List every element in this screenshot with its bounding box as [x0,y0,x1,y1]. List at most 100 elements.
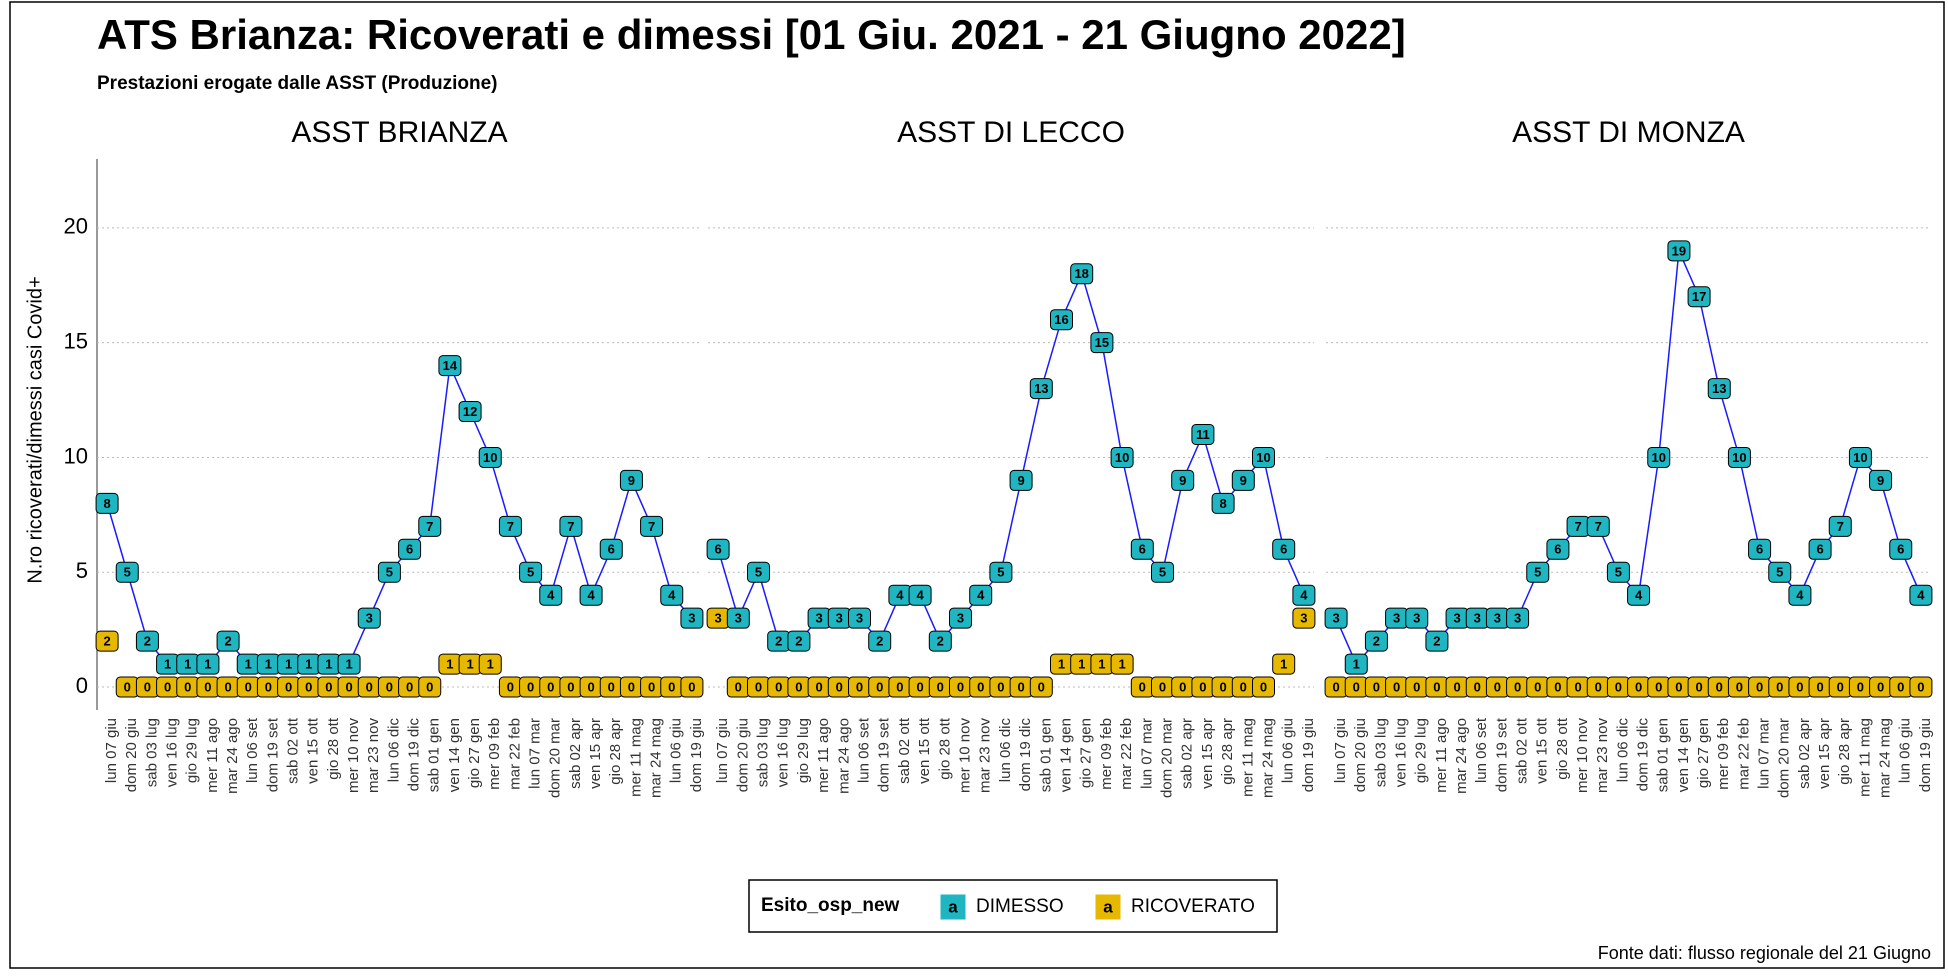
value-label: 5 [1159,565,1166,580]
value-label: 9 [1179,473,1186,488]
legend-key [939,893,967,921]
value-label: 7 [567,519,574,534]
value-label: 0 [937,679,944,694]
value-label: 5 [527,565,534,580]
value-label: 2 [144,634,151,649]
value-label: 0 [1695,679,1702,694]
value-label: 0 [775,679,782,694]
value-label: 0 [345,679,352,694]
caption: Fonte dati: flusso regionale del 21 Giug… [1598,943,1931,963]
value-label: 5 [1776,565,1783,580]
value-box [1009,469,1033,491]
value-label: 3 [856,611,863,626]
value-box [1130,538,1154,560]
value-label: 2 [224,634,231,649]
value-box [1272,538,1296,560]
value-label: 6 [1139,542,1146,557]
value-box [438,355,462,377]
value-label: 0 [567,679,574,694]
x-tick-label: mer 11 mag [1856,718,1873,797]
value-box [1191,424,1215,445]
value-box [1627,584,1651,606]
value-label: 6 [1280,542,1287,557]
x-tick-label: lun 07 giu [103,718,120,783]
value-box [619,469,643,491]
value-box [1090,332,1114,354]
legend-key-text: a [948,897,958,916]
value-label: 6 [1554,542,1561,557]
value-label: 3 [836,611,843,626]
value-label: 1 [487,657,494,672]
x-tick-label: gio 29 lug [1413,718,1430,783]
value-label: 3 [1494,611,1501,626]
value-label: 1 [325,657,332,672]
x-tick-label: lun 06 dic [1614,718,1631,783]
x-tick-label: ven 16 lug [1393,718,1410,787]
value-label: 0 [1837,679,1844,694]
value-label: 0 [1655,679,1662,694]
value-label: 3 [688,611,695,626]
value-box [848,607,871,629]
value-box [1252,446,1275,468]
value-label: 4 [916,588,924,603]
x-tick-label: ven 15 apr [1199,718,1216,789]
value-label: 0 [1260,679,1267,694]
x-tick-label: ven 15 ott [916,717,933,784]
x-tick-label: sab 01 gen [1037,718,1054,792]
x-tick-label: ven 14 gen [446,718,463,792]
x-tick-label: gio 27 gen [1695,718,1712,788]
value-box [579,584,603,606]
value-label: 1 [164,657,171,672]
value-label: 3 [1453,611,1460,626]
value-label: 1 [345,657,352,672]
value-label: 2 [775,634,782,649]
value-label: 0 [587,679,594,694]
x-tick-label: mer 10 nov [956,718,973,794]
value-label: 12 [463,404,477,419]
value-box [949,607,972,629]
value-box [418,676,442,698]
value-label: 4 [668,588,676,603]
value-box [1788,584,1812,606]
value-box [1110,653,1134,675]
series-line [106,362,693,665]
value-box [196,653,220,675]
value-box [1707,378,1731,400]
value-label: 7 [507,519,514,534]
x-tick-label: lun 06 giu [668,718,685,783]
value-label: 0 [1675,679,1682,694]
x-tick-label: mar 23 nov [365,718,382,794]
value-label: 1 [305,657,312,672]
x-tick-label: lun 06 set [1473,717,1490,783]
value-label: 0 [1353,679,1360,694]
value-label: 3 [957,611,964,626]
value-label: 1 [1353,657,1360,672]
value-label: 5 [997,565,1004,580]
value-label: 9 [628,473,635,488]
x-tick-label: lun 07 giu [1332,718,1349,783]
legend-label: RICOVERATO [1131,896,1255,917]
value-box [1029,378,1053,400]
x-tick-label: gio 28 ott [936,717,953,780]
value-box [1526,561,1550,583]
chart-title: ATS Brianza: Ricoverati e dimessi [01 Gi… [97,11,1406,58]
value-label: 0 [755,679,762,694]
value-label: 5 [1615,565,1622,580]
value-label: 6 [1756,542,1763,557]
x-tick-label: dom 19 dic [406,718,423,792]
value-label: 2 [795,634,802,649]
value-box [1647,446,1671,468]
value-box [498,515,522,537]
value-label: 0 [1736,679,1743,694]
value-label: 0 [628,679,635,694]
value-box [377,561,401,583]
x-tick-label: sab 02 ott [896,717,913,784]
value-label: 7 [1837,519,1844,534]
value-label: 0 [245,679,252,694]
x-tick-label: mar 24 mag [1877,718,1894,798]
value-label: 0 [366,679,373,694]
x-tick-label: sab 02 apr [567,718,584,789]
value-label: 10 [1732,450,1746,465]
value-box [1808,538,1832,560]
value-label: 14 [443,358,458,373]
